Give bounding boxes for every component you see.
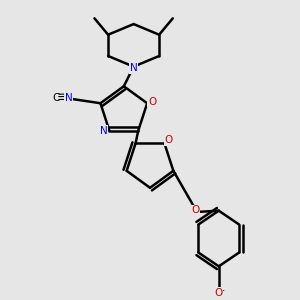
Text: ≡: ≡ — [57, 91, 68, 104]
Text: N: N — [130, 63, 137, 73]
Text: N: N — [65, 93, 73, 103]
Text: O: O — [148, 97, 156, 106]
Text: O: O — [191, 205, 200, 215]
Text: O: O — [164, 135, 172, 145]
Text: O: O — [214, 287, 222, 298]
Text: C: C — [52, 93, 59, 103]
Text: N: N — [100, 126, 107, 136]
